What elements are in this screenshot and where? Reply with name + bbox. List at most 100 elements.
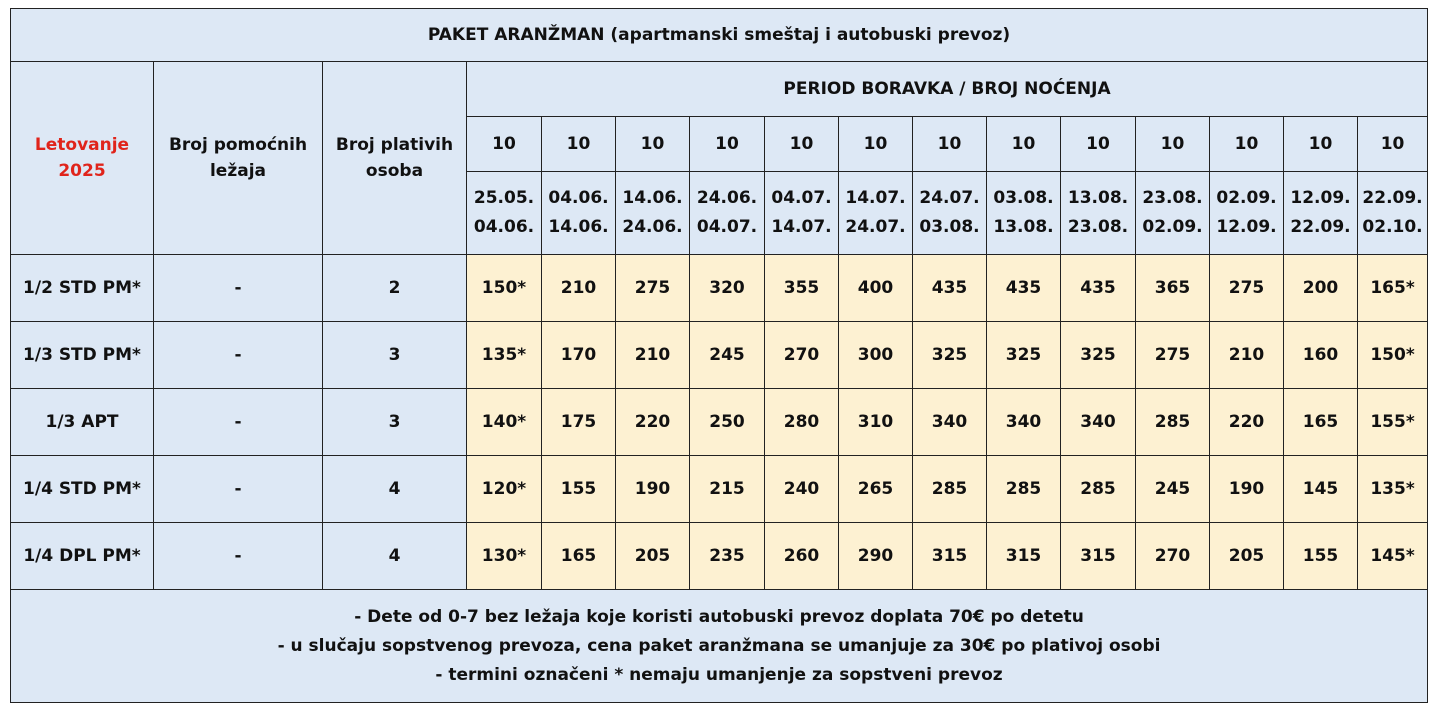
period-start: 04.06. (548, 188, 609, 208)
extra-beds-header-line2: ležaja (209, 161, 267, 181)
price-cell: 130* (466, 522, 542, 590)
price-cell: 210 (541, 254, 616, 322)
price-cell: 165 (541, 522, 616, 590)
period-cell: 22.09. 02.10. (1356, 171, 1429, 255)
paying-persons-cell: 3 (322, 388, 467, 456)
price-cell: 355 (764, 254, 839, 322)
notes-cell: - Dete od 0-7 bez ležaja koje koristi au… (9, 589, 1429, 703)
period-start: 14.06. (622, 188, 683, 208)
price-cell: 435 (986, 254, 1061, 322)
table-row: 1/4 STD PM* -4 120* 155 190 215 240 265 285 285 28… (10, 455, 1429, 523)
table-row: 1/3 STD PM* -3 135* 170 210 245 270 300 325 325 32… (10, 321, 1429, 389)
price-cell: 340 (912, 388, 987, 456)
period-start: 23.08. (1142, 188, 1203, 208)
extra-beds-cell: - (153, 388, 323, 456)
season-label-line2: 2025 (58, 161, 106, 181)
period-start: 13.08. (1067, 188, 1129, 208)
price-cell: 205 (1209, 522, 1284, 590)
nights-cell: 10 (1283, 116, 1358, 172)
notes-row: - Dete od 0-7 bez ležaja koje koristi au… (9, 589, 1429, 703)
period-end: 02.10. (1362, 217, 1423, 237)
period-cell: 13.08. 23.08. (1060, 171, 1136, 255)
price-cell: 265 (838, 455, 913, 523)
price-cell: 270 (1135, 522, 1210, 590)
season-label-line1: Letovanje (34, 135, 130, 155)
price-cell: 365 (1135, 254, 1210, 322)
paying-persons-cell: 3 (322, 321, 467, 389)
price-cell: 235 (689, 522, 765, 590)
nights-cell: 10 (838, 116, 913, 172)
nights-cell: 10 (1209, 116, 1284, 172)
paying-persons-header-line2: osoba (365, 161, 424, 181)
price-cell: 300 (838, 321, 913, 389)
nights-cell: 10 (1135, 116, 1210, 172)
period-start: 03.08. (993, 188, 1054, 208)
price-cell: 170 (541, 321, 616, 389)
period-end: 14.07. (771, 217, 832, 237)
period-start: 04.07. (771, 188, 832, 208)
nights-cell: 10 (1356, 116, 1429, 172)
extra-beds-header-line1: Broj pomoćnih (168, 135, 308, 155)
period-start: 02.09. (1216, 188, 1277, 208)
extra-beds-cell: - (153, 321, 323, 389)
price-cell: 325 (912, 321, 987, 389)
nights-cell: 10 (541, 116, 616, 172)
period-end: 03.08. (919, 217, 980, 237)
price-cell: 215 (689, 455, 765, 523)
price-cell: 175 (541, 388, 616, 456)
price-table: PAKET ARANŽMAN (apartmanski smeštaj i au… (9, 8, 1429, 703)
price-cell: 190 (615, 455, 690, 523)
price-cell: 120* (466, 455, 542, 523)
period-end: 13.08. (993, 217, 1054, 237)
price-cell: 155* (1356, 388, 1429, 456)
price-cell: 325 (1060, 321, 1136, 389)
nights-cell: 10 (615, 116, 690, 172)
price-cell: 340 (986, 388, 1061, 456)
price-cell: 140* (466, 388, 542, 456)
paying-persons-header-line1: Broj plativih (335, 135, 454, 155)
note-line: - u slučaju sopstvenog prevoza, cena pak… (277, 635, 1161, 656)
period-cell: 24.07. 03.08. (912, 171, 987, 255)
price-cell: 240 (764, 455, 839, 523)
period-cell: 03.08. 13.08. (986, 171, 1061, 255)
price-cell: 205 (615, 522, 690, 590)
note-line: - Dete od 0-7 bez ležaja koje koristi au… (354, 606, 1084, 627)
paying-persons-cell: 4 (322, 522, 467, 590)
extra-beds-header: Broj pomoćnih ležaja (153, 61, 323, 255)
paying-persons-cell: 2 (322, 254, 467, 322)
season-header: Letovanje 2025 (10, 61, 154, 255)
price-cell: 145 (1283, 455, 1358, 523)
table-row: 1/4 DPL PM* -4 130* 165 205 235 260 290 315 315 31… (10, 522, 1429, 590)
price-cell: 310 (838, 388, 913, 456)
price-cell: 275 (1135, 321, 1210, 389)
price-cell: 275 (1209, 254, 1284, 322)
price-cell: 210 (1209, 321, 1284, 389)
price-cell: 290 (838, 522, 913, 590)
note-line: - termini označeni * nemaju umanjenje za… (435, 664, 1003, 685)
table-title-text: PAKET ARANŽMAN (apartmanski smeštaj i au… (427, 25, 1011, 45)
price-cell: 155 (1283, 522, 1358, 590)
unit-type-cell: 1/4 DPL PM* (10, 522, 154, 590)
price-cell: 435 (1060, 254, 1136, 322)
price-cell: 220 (615, 388, 690, 456)
table-title: PAKET ARANŽMAN (apartmanski smeštaj i au… (9, 8, 1429, 62)
price-cell: 325 (986, 321, 1061, 389)
nights-cell: 10 (689, 116, 765, 172)
period-cell: 23.08. 02.09. (1135, 171, 1210, 255)
price-cell: 315 (986, 522, 1061, 590)
price-cell: 285 (986, 455, 1061, 523)
unit-type-cell: 1/2 STD PM* (10, 254, 154, 322)
period-cell: 14.06. 24.06. (615, 171, 690, 255)
period-cell: 25.05. 04.06. (466, 171, 542, 255)
price-cell: 190 (1209, 455, 1284, 523)
nights-cell: 10 (986, 116, 1061, 172)
paying-persons-header: Broj plativih osoba (322, 61, 467, 255)
price-cell: 165 (1283, 388, 1358, 456)
price-cell: 165* (1356, 254, 1429, 322)
paying-persons-cell: 4 (322, 455, 467, 523)
price-cell: 315 (1060, 522, 1136, 590)
price-cell: 200 (1283, 254, 1358, 322)
period-end: 14.06. (548, 217, 609, 237)
period-cell: 12.09. 22.09. (1283, 171, 1358, 255)
period-header: PERIOD BORAVKA / BROJ NOĆENJA (465, 61, 1429, 117)
